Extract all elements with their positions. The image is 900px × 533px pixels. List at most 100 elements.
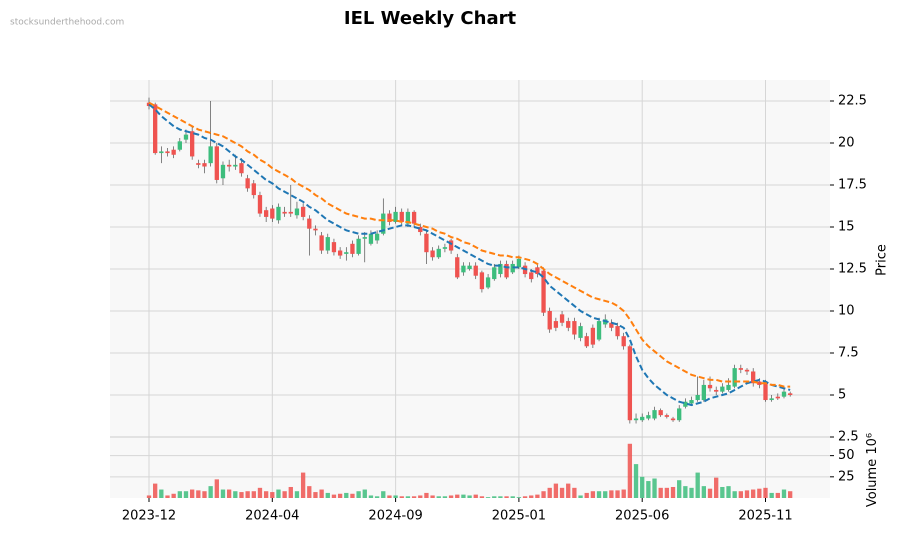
volume-bar	[381, 491, 386, 498]
volume-bar	[313, 492, 318, 498]
volume-bar	[714, 477, 719, 498]
volume-bar	[325, 492, 330, 498]
volume-bar	[529, 495, 534, 498]
candle-body	[535, 267, 540, 275]
candle-body	[609, 322, 614, 328]
candle-body	[714, 389, 719, 392]
volume-bar	[738, 491, 743, 498]
candle-body	[319, 235, 324, 251]
volume-bar	[202, 491, 207, 498]
candle-body	[424, 233, 429, 253]
volume-bar	[590, 491, 596, 498]
volume-bar	[282, 491, 287, 498]
volume-bar	[214, 479, 219, 498]
candle-body	[331, 242, 337, 253]
volume-tick-label: 50	[838, 448, 855, 463]
candle-body	[578, 326, 583, 338]
volume-bar	[510, 496, 515, 498]
candle-body	[516, 258, 522, 268]
volume-bar	[337, 493, 343, 498]
candle-body	[640, 416, 645, 421]
volume-bar	[683, 486, 688, 498]
candle-body	[775, 396, 780, 399]
candle-body	[646, 415, 651, 419]
volume-bar	[294, 491, 300, 498]
volume-bar	[350, 493, 355, 498]
volume-bar	[171, 493, 176, 498]
volume-bar	[153, 483, 158, 498]
candle-body	[492, 267, 497, 280]
candle-body	[393, 211, 398, 222]
volume-bar	[559, 487, 565, 498]
volume-bar	[695, 472, 700, 498]
volume-bar	[707, 488, 713, 498]
candle-body	[418, 227, 423, 233]
volume-bar	[757, 488, 762, 498]
volume-bar	[300, 472, 306, 498]
volume-bar	[726, 486, 731, 498]
candle-body	[226, 164, 232, 167]
candle-body	[325, 237, 330, 251]
volume-bar	[189, 489, 195, 498]
candle-body	[270, 208, 275, 219]
volume-bar	[159, 489, 164, 498]
volume-bar	[405, 496, 411, 498]
volume-bar	[781, 489, 787, 498]
volume-bar	[677, 480, 682, 498]
volume-bar	[430, 495, 435, 498]
candle-body	[738, 368, 743, 370]
volume-bar	[652, 478, 657, 498]
volume-bar	[498, 496, 503, 498]
volume-bar	[553, 483, 559, 498]
candle-body	[313, 228, 318, 231]
candle-body	[479, 272, 485, 290]
volume-bar	[670, 486, 676, 498]
volume-bar	[393, 495, 398, 498]
candle-body	[233, 164, 238, 167]
volume-tick-label: 25	[838, 469, 855, 484]
volume-bar	[411, 496, 417, 498]
candle-body	[183, 134, 189, 140]
volume-bar	[467, 495, 472, 498]
volume-bar	[492, 496, 497, 498]
volume-bar	[535, 494, 540, 498]
candle-body	[282, 211, 287, 214]
volume-bar	[485, 497, 491, 498]
candle-body	[257, 195, 263, 214]
volume-bar	[596, 491, 602, 498]
volume-bar	[177, 491, 182, 498]
candle-body	[596, 321, 602, 340]
volume-bar	[788, 491, 793, 498]
volume-bar	[270, 492, 275, 498]
candle-body	[381, 213, 386, 234]
moving-average	[148, 101, 791, 388]
candle-body	[196, 163, 201, 165]
candle-body	[590, 327, 596, 345]
volume-bar	[220, 489, 226, 498]
volume-bar	[251, 491, 256, 498]
candle-body	[374, 233, 380, 241]
candle-body	[732, 368, 737, 387]
x-tick-label: 2024-04	[245, 509, 299, 524]
candle-body	[442, 247, 448, 249]
y-tick-label: 2.5	[838, 430, 859, 445]
candle-body	[387, 213, 392, 222]
volume-bar	[615, 490, 620, 498]
chart-title: IEL Weekly Chart	[344, 8, 517, 29]
candle-body	[757, 381, 762, 385]
volume-bar	[775, 492, 780, 498]
volume-bar	[455, 494, 460, 498]
candle-body	[744, 369, 750, 372]
volume-axis-label: Volume 10⁶	[865, 433, 880, 507]
candle-body	[362, 237, 367, 239]
y-axis-label: Price	[875, 244, 890, 276]
volume-bar	[633, 464, 639, 498]
volume-bar	[541, 491, 546, 498]
volume-bar	[208, 486, 213, 498]
volume-bar	[226, 489, 232, 498]
candle-body	[153, 104, 158, 154]
volume-bar	[732, 491, 737, 498]
candle-body	[751, 371, 756, 384]
candle-body	[584, 336, 589, 347]
